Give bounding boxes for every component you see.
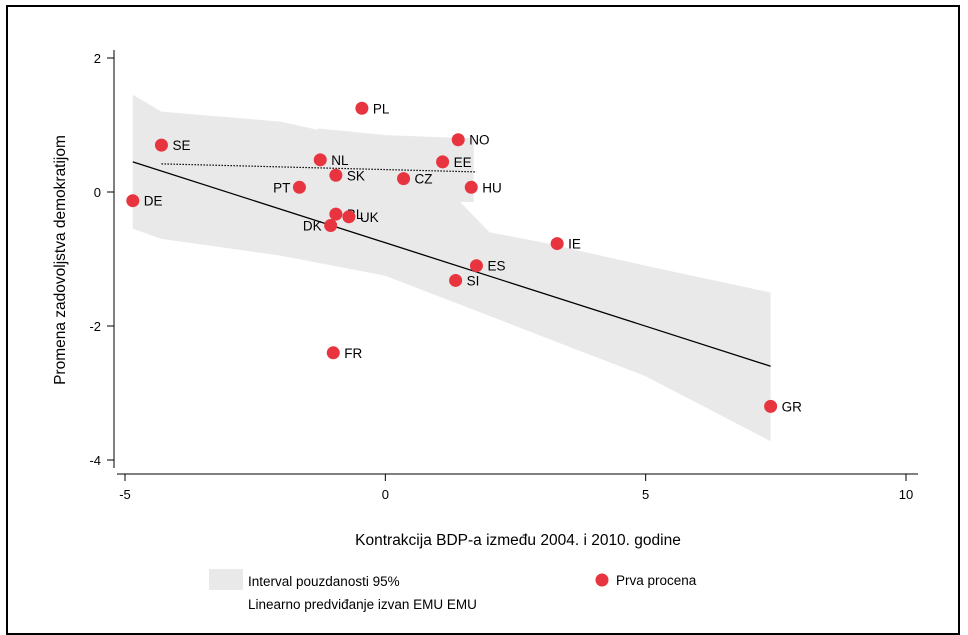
point-label: GR xyxy=(782,399,803,414)
legend-line-label: Linearno predviđanje izvan EMU EMU xyxy=(248,597,477,612)
point-label: NL xyxy=(331,153,349,168)
legend-point-label: Prva procena xyxy=(616,573,697,588)
data-point xyxy=(154,138,168,152)
point-label: PT xyxy=(273,180,290,195)
secondary-confidence-band xyxy=(317,128,474,202)
data-point xyxy=(313,153,327,167)
linear-fit-line xyxy=(132,161,771,367)
data-point xyxy=(355,101,369,115)
data-point xyxy=(329,207,343,221)
data-point xyxy=(764,399,778,413)
point-label: PL xyxy=(373,101,390,116)
data-point xyxy=(126,194,140,208)
y-axis-title: Promena zadovoljstva demokratijom xyxy=(52,135,69,385)
y-tick-label: 0 xyxy=(94,185,101,200)
data-point xyxy=(324,219,338,232)
point-label: IE xyxy=(568,237,581,252)
point-label: ES xyxy=(487,259,505,274)
point-label: SE xyxy=(172,138,190,153)
point-label: SK xyxy=(347,168,365,183)
x-tick-label: 5 xyxy=(642,487,649,502)
legend-band-swatch xyxy=(209,569,243,590)
point-label: HU xyxy=(482,180,502,195)
x-tick-label: 10 xyxy=(899,487,913,502)
data-point xyxy=(464,180,478,194)
point-label: DK xyxy=(303,219,322,234)
data-point xyxy=(397,172,411,186)
point-label: UK xyxy=(360,210,379,225)
data-point xyxy=(449,273,463,287)
data-point xyxy=(469,259,483,273)
x-tick-label: -5 xyxy=(119,487,131,502)
point-label: EE xyxy=(454,155,472,170)
y-tick-label: -4 xyxy=(89,453,101,468)
data-point xyxy=(451,133,465,147)
point-label: FR xyxy=(344,346,362,361)
point-label: NO xyxy=(469,133,489,148)
y-tick-label: -2 xyxy=(89,319,101,334)
confidence-band xyxy=(132,94,771,442)
x-axis-title: Kontrakcija BDP-a između 2004. i 2010. g… xyxy=(355,532,681,549)
legend-band-label: Interval pouzdanosti 95% xyxy=(248,574,400,589)
data-point xyxy=(436,155,450,169)
data-point xyxy=(329,168,343,182)
data-point xyxy=(292,180,306,194)
point-label: DE xyxy=(144,194,163,209)
data-point xyxy=(326,346,340,360)
data-point xyxy=(342,210,356,224)
legend: Interval pouzdanosti 95% Prva procena Li… xyxy=(209,569,697,612)
chart-frame xyxy=(6,5,960,635)
point-label: SI xyxy=(467,273,480,288)
legend-point-swatch xyxy=(595,573,609,587)
x-tick-label: 0 xyxy=(382,487,389,502)
point-label: CZ xyxy=(415,172,433,187)
data-point xyxy=(550,237,564,251)
y-tick-label: 2 xyxy=(94,51,101,66)
